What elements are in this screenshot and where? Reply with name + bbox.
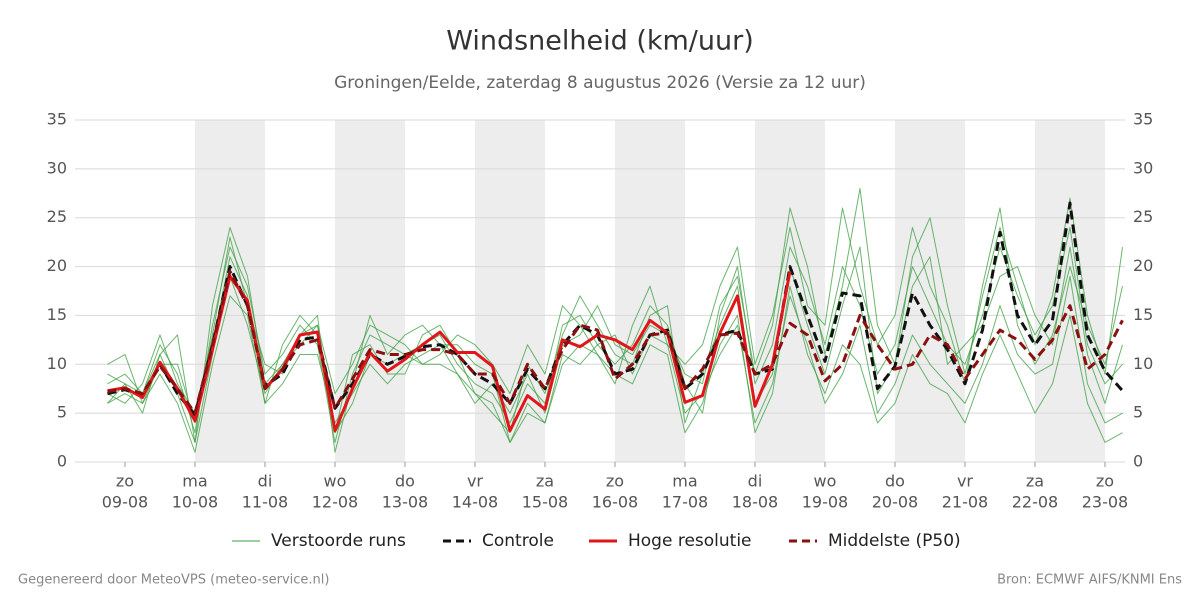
x-tick-label: di xyxy=(748,472,763,491)
y2-tick-label: 15 xyxy=(1133,305,1153,324)
x-tick-label: do xyxy=(885,472,905,491)
x-tick-date: 12-08 xyxy=(312,493,359,512)
y-tick-label: 25 xyxy=(47,207,67,226)
x-tick-label: wo xyxy=(324,472,347,491)
y-tick-label: 10 xyxy=(47,354,67,373)
x-tick-date: 11-08 xyxy=(242,493,289,512)
x-tick-label: wo xyxy=(814,472,837,491)
day-shade xyxy=(1034,120,1105,462)
y2-tick-label: 35 xyxy=(1133,110,1153,129)
x-tick-date: 10-08 xyxy=(172,493,219,512)
x-tick-label: za xyxy=(536,472,554,491)
chart-subtitle: Groningen/Eelde, zaterdag 8 augustus 202… xyxy=(334,73,866,93)
x-tick-label: vr xyxy=(467,472,483,491)
day-shade xyxy=(474,120,545,462)
day-shade xyxy=(614,120,685,462)
x-tick-label: di xyxy=(258,472,273,491)
y2-tick-label: 10 xyxy=(1133,354,1153,373)
footer-left: Gegenereerd door MeteoVPS (meteo-service… xyxy=(18,573,329,588)
x-tick-label: zo xyxy=(606,472,624,491)
x-tick-date: 16-08 xyxy=(592,493,639,512)
day-shade xyxy=(894,120,965,462)
y2-tick-label: 30 xyxy=(1133,158,1153,177)
x-tick-label: zo xyxy=(116,472,134,491)
x-tick-date: 19-08 xyxy=(802,493,849,512)
y-tick-label: 20 xyxy=(47,256,67,275)
x-tick-label: zo xyxy=(1096,472,1114,491)
x-tick-date: 20-08 xyxy=(872,493,919,512)
ensemble-line xyxy=(107,187,1123,453)
legend-label: Controle xyxy=(482,531,554,551)
y2-tick-label: 5 xyxy=(1133,403,1143,422)
y-tick-label: 0 xyxy=(57,452,67,471)
x-tick-date: 15-08 xyxy=(522,493,569,512)
plot-layer xyxy=(75,119,1125,467)
chart-title: Windsnelheid (km/uur) xyxy=(446,26,754,57)
x-tick-date: 13-08 xyxy=(382,493,429,512)
x-tick-date: 21-08 xyxy=(942,493,989,512)
x-tick-date: 22-08 xyxy=(1012,493,1059,512)
x-tick-date: 18-08 xyxy=(732,493,779,512)
legend-label: Hoge resolutie xyxy=(628,531,752,551)
y-tick-label: 35 xyxy=(47,110,67,129)
legend-label: Middelste (P50) xyxy=(828,531,961,551)
x-tick-label: vr xyxy=(957,472,973,491)
x-tick-label: do xyxy=(395,472,415,491)
y-tick-label: 15 xyxy=(47,305,67,324)
y2-tick-label: 20 xyxy=(1133,256,1153,275)
y2-tick-label: 25 xyxy=(1133,207,1153,226)
x-tick-date: 23-08 xyxy=(1082,493,1129,512)
y2-tick-label: 0 xyxy=(1133,452,1143,471)
ensemble-line xyxy=(107,275,1123,453)
footer-right: Bron: ECMWF AIFS/KNMI Ens xyxy=(997,573,1182,588)
y-tick-label: 5 xyxy=(57,403,67,422)
x-tick-date: 09-08 xyxy=(102,493,149,512)
series-line xyxy=(107,201,1124,417)
ensemble-line xyxy=(107,226,1123,443)
x-tick-label: ma xyxy=(672,472,697,491)
x-tick-label: za xyxy=(1026,472,1044,491)
x-tick-label: ma xyxy=(182,472,207,491)
x-tick-date: 17-08 xyxy=(662,493,709,512)
day-shade xyxy=(194,120,265,462)
x-tick-date: 14-08 xyxy=(452,493,499,512)
legend-label: Verstoorde runs xyxy=(271,531,406,551)
day-shade xyxy=(754,120,825,462)
y-tick-label: 30 xyxy=(47,158,67,177)
series-line xyxy=(107,269,1124,415)
